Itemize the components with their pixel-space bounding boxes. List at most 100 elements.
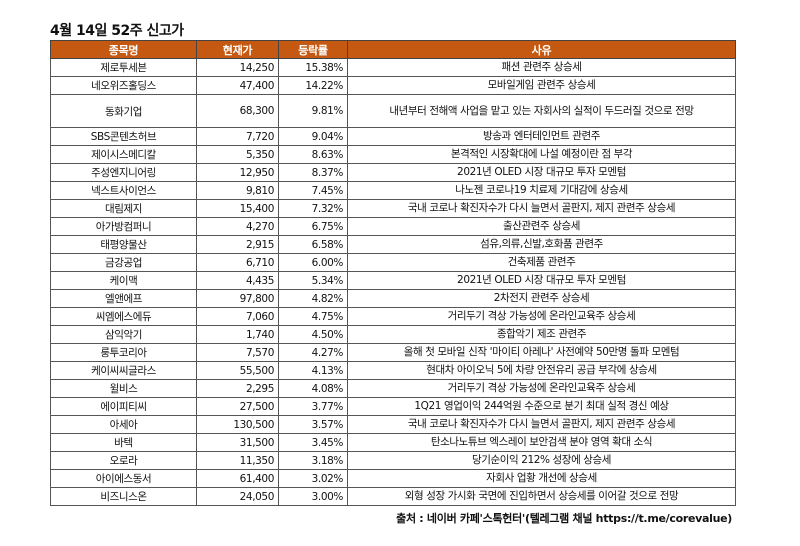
reason-cell: 나노젠 코로나19 치료제 기대감에 상승세 bbox=[347, 181, 736, 200]
reason-cell: 2021년 OLED 시장 대규모 투자 모멘텀 bbox=[347, 271, 736, 290]
table-row: 대림제지 15,400 7.32% 국내 코로나 확진자수가 다시 늘면서 골판지, … bbox=[50, 199, 736, 218]
reason-cell: 2차전지 관련주 상승세 bbox=[347, 289, 736, 308]
change-cell: 3.02% bbox=[278, 469, 348, 488]
stock-name-cell: 아가방컴퍼니 bbox=[50, 217, 197, 236]
price-cell: 14,250 bbox=[196, 58, 279, 77]
change-cell: 3.18% bbox=[278, 451, 348, 470]
change-cell: 4.08% bbox=[278, 379, 348, 398]
reason-cell: 국내 코로나 확진자수가 다시 늘면서 골판지, 제지 관련주 상승세 bbox=[347, 199, 736, 218]
reason-cell: 외형 성장 가시화 국면에 진입하면서 상승세를 이어갈 것으로 전망 bbox=[347, 487, 736, 506]
reason-cell: 섬유,의류,신발,호화품 관련주 bbox=[347, 235, 736, 254]
price-cell: 15,400 bbox=[196, 199, 279, 218]
price-cell: 31,500 bbox=[196, 433, 279, 452]
change-cell: 9.04% bbox=[278, 127, 348, 146]
table-row: 비즈니스온 24,050 3.00% 외형 성장 가시화 국면에 진입하면서 상승세를… bbox=[50, 487, 736, 506]
table-row: 씨엠에스에듀 7,060 4.75% 거리두기 격상 가능성에 온라인교육주 상승세 bbox=[50, 307, 736, 326]
table-row: 아가방컴퍼니 4,270 6.75% 출산관련주 상승세 bbox=[50, 217, 736, 236]
reason-cell: 본격적인 시장확대에 나설 예정이란 점 부각 bbox=[347, 145, 736, 164]
reason-cell: 방송과 엔터테인먼트 관련주 bbox=[347, 127, 736, 146]
table-row: 주성엔지니어링 12,950 8.37% 2021년 OLED 시장 대규모 투자 모… bbox=[50, 163, 736, 182]
reason-cell: 1Q21 영업이익 244억원 수준으로 분기 최대 실적 경신 예상 bbox=[347, 397, 736, 416]
table-row: 바텍 31,500 3.45% 탄소나노튜브 엑스레이 보안검색 분야 영역 확대 소… bbox=[50, 433, 736, 452]
change-cell: 7.45% bbox=[278, 181, 348, 200]
stock-name-cell: 케이맥 bbox=[50, 271, 197, 290]
price-cell: 4,270 bbox=[196, 217, 279, 236]
change-cell: 14.22% bbox=[278, 76, 348, 95]
new-high-table: 종목명 현재가 등락률 사유 제로투세븐 14,250 15.38% 패션 관련주 상… bbox=[50, 40, 736, 506]
reason-cell: 내년부터 전해액 사업을 맡고 있는 자회사의 실적이 두드러질 것으로 전망 bbox=[347, 94, 736, 128]
reason-cell: 종합악기 제조 관련주 bbox=[347, 325, 736, 344]
table-row: 케이맥 4,435 5.34% 2021년 OLED 시장 대규모 투자 모멘텀 bbox=[50, 271, 736, 290]
reason-cell: 현대차 아이오닉 5에 차량 안전유리 공급 부각에 상승세 bbox=[347, 361, 736, 380]
stock-name-cell: 에이피티씨 bbox=[50, 397, 197, 416]
page-title: 4월 14일 52주 신고가 bbox=[50, 23, 184, 39]
reason-cell: 자회사 업황 개선에 상승세 bbox=[347, 469, 736, 488]
table-row: SBS콘텐츠허브 7,720 9.04% 방송과 엔터테인먼트 관련주 bbox=[50, 127, 736, 146]
price-cell: 1,740 bbox=[196, 325, 279, 344]
change-cell: 3.00% bbox=[278, 487, 348, 506]
table-row: 동화기업 68,300 9.81% 내년부터 전해액 사업을 맡고 있는 자회사의 실… bbox=[50, 94, 736, 128]
table-row: 제이시스메디칼 5,350 8.63% 본격적인 시장확대에 나설 예정이란 점 부각 bbox=[50, 145, 736, 164]
price-cell: 4,435 bbox=[196, 271, 279, 290]
reason-cell: 모바일게임 관련주 상승세 bbox=[347, 76, 736, 95]
price-cell: 7,720 bbox=[196, 127, 279, 146]
change-cell: 15.38% bbox=[278, 58, 348, 77]
table-row: 윌비스 2,295 4.08% 거리두기 격상 가능성에 온라인교육주 상승세 bbox=[50, 379, 736, 398]
change-cell: 9.81% bbox=[278, 94, 348, 128]
stock-name-cell: 네오위즈홀딩스 bbox=[50, 76, 197, 95]
stock-name-cell: SBS콘텐츠허브 bbox=[50, 127, 197, 146]
table-row: 케이씨씨글라스 55,500 4.13% 현대차 아이오닉 5에 차량 안전유리 공급… bbox=[50, 361, 736, 380]
table-row: 금강공업 6,710 6.00% 건축제품 관련주 bbox=[50, 253, 736, 272]
stock-name-cell: 제로투세븐 bbox=[50, 58, 197, 77]
stock-name-cell: 동화기업 bbox=[50, 94, 197, 128]
table-row: 아세아 130,500 3.57% 국내 코로나 확진자수가 다시 늘면서 골판지, … bbox=[50, 415, 736, 434]
header-price: 현재가 bbox=[196, 40, 279, 59]
reason-cell: 거리두기 격상 가능성에 온라인교육주 상승세 bbox=[347, 307, 736, 326]
table-row: 제로투세븐 14,250 15.38% 패션 관련주 상승세 bbox=[50, 58, 736, 77]
reason-cell: 국내 코로나 확진자수가 다시 늘면서 골판지, 제지 관련주 상승세 bbox=[347, 415, 736, 434]
reason-cell: 건축제품 관련주 bbox=[347, 253, 736, 272]
change-cell: 4.27% bbox=[278, 343, 348, 362]
change-cell: 6.58% bbox=[278, 235, 348, 254]
stock-name-cell: 비즈니스온 bbox=[50, 487, 197, 506]
stock-name-cell: 엘앤에프 bbox=[50, 289, 197, 308]
table-row: 오로라 11,350 3.18% 당기순이익 212% 성장에 상승세 bbox=[50, 451, 736, 470]
header-stock-name: 종목명 bbox=[50, 40, 197, 59]
header-reason: 사유 bbox=[347, 40, 736, 59]
stock-name-cell: 제이시스메디칼 bbox=[50, 145, 197, 164]
price-cell: 27,500 bbox=[196, 397, 279, 416]
change-cell: 7.32% bbox=[278, 199, 348, 218]
stock-name-cell: 아이에스동서 bbox=[50, 469, 197, 488]
table-row: 엘앤에프 97,800 4.82% 2차전지 관련주 상승세 bbox=[50, 289, 736, 308]
reason-cell: 출산관련주 상승세 bbox=[347, 217, 736, 236]
change-cell: 8.63% bbox=[278, 145, 348, 164]
reason-cell: 2021년 OLED 시장 대규모 투자 모멘텀 bbox=[347, 163, 736, 182]
price-cell: 5,350 bbox=[196, 145, 279, 164]
reason-cell: 탄소나노튜브 엑스레이 보안검색 분야 영역 확대 소식 bbox=[347, 433, 736, 452]
stock-name-cell: 룽투코리아 bbox=[50, 343, 197, 362]
change-cell: 6.75% bbox=[278, 217, 348, 236]
price-cell: 47,400 bbox=[196, 76, 279, 95]
change-cell: 4.75% bbox=[278, 307, 348, 326]
table-row: 룽투코리아 7,570 4.27% 올해 첫 모바일 신작 '마이티 아레나' 사전예… bbox=[50, 343, 736, 362]
stock-name-cell: 삼익악기 bbox=[50, 325, 197, 344]
price-cell: 55,500 bbox=[196, 361, 279, 380]
change-cell: 5.34% bbox=[278, 271, 348, 290]
price-cell: 12,950 bbox=[196, 163, 279, 182]
price-cell: 7,570 bbox=[196, 343, 279, 362]
table-row: 태평양물산 2,915 6.58% 섬유,의류,신발,호화품 관련주 bbox=[50, 235, 736, 254]
change-cell: 8.37% bbox=[278, 163, 348, 182]
price-cell: 24,050 bbox=[196, 487, 279, 506]
change-cell: 4.82% bbox=[278, 289, 348, 308]
stock-name-cell: 윌비스 bbox=[50, 379, 197, 398]
stock-name-cell: 태평양물산 bbox=[50, 235, 197, 254]
price-cell: 2,295 bbox=[196, 379, 279, 398]
table-body: 제로투세븐 14,250 15.38% 패션 관련주 상승세 네오위즈홀딩스 47,400… bbox=[50, 58, 736, 506]
stock-name-cell: 바텍 bbox=[50, 433, 197, 452]
table-row: 에이피티씨 27,500 3.77% 1Q21 영업이익 244억원 수준으로 분기 … bbox=[50, 397, 736, 416]
header-change: 등락률 bbox=[278, 40, 348, 59]
price-cell: 130,500 bbox=[196, 415, 279, 434]
stock-name-cell: 금강공업 bbox=[50, 253, 197, 272]
reason-cell: 거리두기 격상 가능성에 온라인교육주 상승세 bbox=[347, 379, 736, 398]
price-cell: 68,300 bbox=[196, 94, 279, 128]
